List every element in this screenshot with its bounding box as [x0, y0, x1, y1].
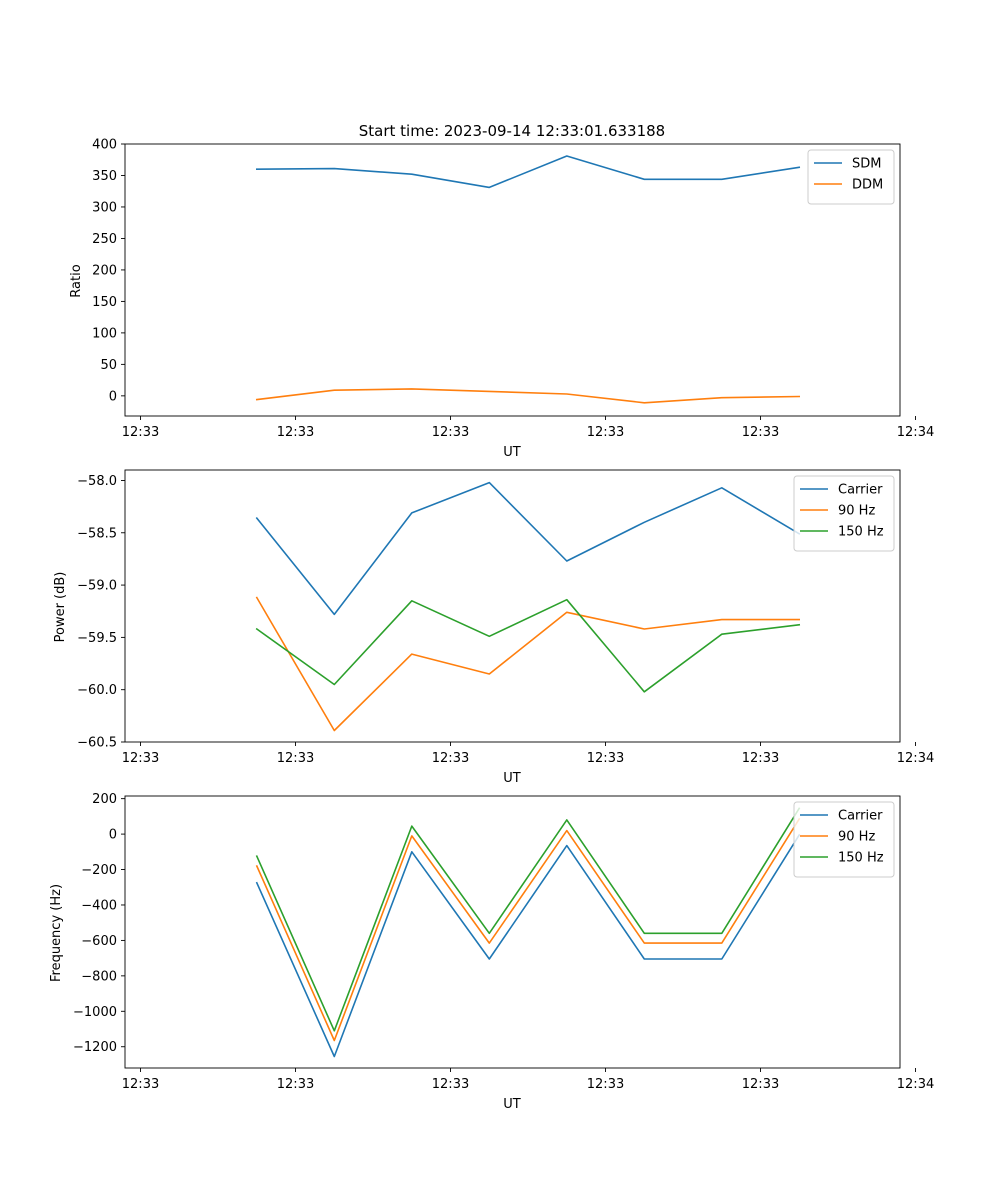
legend-label: 90 Hz: [838, 830, 875, 845]
series-line-ddm: [255, 388, 801, 404]
x-tick-label: 12:33: [742, 751, 779, 766]
x-tick-label: 12:33: [587, 751, 624, 766]
legend: Carrier 90 Hz 150 Hz: [793, 801, 895, 878]
series-line-90-hz: [255, 596, 801, 732]
series-line-carrier: [255, 481, 801, 616]
x-axis-label: UT: [503, 445, 521, 460]
x-tick-label: 12:33: [122, 751, 159, 766]
x-tick-label: 12:33: [587, 1077, 624, 1092]
y-tick-label: 400: [92, 138, 117, 153]
y-tick-label: −58.0: [77, 474, 117, 489]
x-tick-label: 12:33: [587, 425, 624, 440]
x-tick-label: 12:33: [742, 425, 779, 440]
x-tick-label: 12:34: [897, 425, 934, 440]
legend-box: [793, 475, 895, 552]
y-tick-label: −58.5: [77, 526, 117, 541]
y-tick-label: −600: [81, 934, 117, 949]
y-tick-label: 300: [92, 200, 117, 215]
x-tick-label: 12:33: [122, 1077, 159, 1092]
y-tick-label: 150: [92, 295, 117, 310]
axes-frame: [124, 143, 901, 417]
x-tick-label: 12:33: [277, 751, 314, 766]
chart-ratio: 0 50 100 150 200 250 300 350 400 12:33 12:33 12:33 1…: [69, 138, 934, 461]
y-tick-label: −1200: [73, 1040, 117, 1055]
chart-frequency: −1200 −1000 −800 −600 −400 −200 0 200 12:33 12:33…: [49, 792, 934, 1112]
x-axis-label: UT: [503, 771, 521, 786]
series-line-carrier: [255, 833, 801, 1058]
legend: SDM DDM: [807, 149, 895, 205]
series-line-sdm: [255, 155, 801, 189]
y-tick-label: −60.0: [77, 683, 117, 698]
x-axis-label: UT: [503, 1097, 521, 1112]
series-line-150-hz: [255, 598, 801, 693]
y-tick-label: −200: [81, 863, 117, 878]
series-line-150-hz: [255, 807, 801, 1032]
y-axis-label: Ratio: [69, 264, 84, 297]
legend-label: SDM: [852, 157, 881, 172]
x-tick-label: 12:33: [742, 1077, 779, 1092]
y-axis-label: Power (dB): [53, 572, 68, 643]
y-tick-label: −59.0: [77, 579, 117, 594]
y-tick-label: −1000: [73, 1005, 117, 1020]
y-tick-label: 200: [92, 792, 117, 807]
series-line-90-hz: [255, 817, 801, 1042]
y-tick-label: −800: [81, 969, 117, 984]
axes-frame: [124, 469, 901, 743]
y-tick-label: 0: [109, 389, 117, 404]
legend-box: [793, 801, 895, 878]
y-tick-label: 100: [92, 326, 117, 341]
figure-title: Start time: 2023-09-14 12:33:01.633188: [359, 122, 665, 140]
x-tick-label: 12:33: [277, 425, 314, 440]
legend-label: DDM: [852, 178, 883, 193]
y-tick-label: 50: [100, 358, 117, 373]
x-tick-label: 12:33: [432, 751, 469, 766]
axes-frame: [124, 795, 901, 1069]
x-tick-label: 12:33: [122, 425, 159, 440]
x-tick-label: 12:34: [897, 751, 934, 766]
series-group: [255, 481, 801, 732]
x-tick-label: 12:33: [432, 425, 469, 440]
x-tick-label: 12:34: [897, 1077, 934, 1092]
x-tick-label: 12:33: [432, 1077, 469, 1092]
y-axis-label: Frequency (Hz): [49, 884, 64, 982]
legend-label: 150 Hz: [838, 851, 884, 866]
y-tick-label: −59.5: [77, 631, 117, 646]
legend-label: 150 Hz: [838, 525, 884, 540]
series-group: [255, 807, 801, 1058]
legend-label: Carrier: [838, 809, 883, 824]
series-group: [255, 155, 801, 404]
legend: Carrier 90 Hz 150 Hz: [793, 475, 895, 552]
chart-power: −60.5 −60.0 −59.5 −59.0 −58.5 −58.0 12:33 12:33…: [53, 469, 934, 786]
legend-label: 90 Hz: [838, 504, 875, 519]
x-tick-label: 12:33: [277, 1077, 314, 1092]
y-tick-label: −60.5: [77, 736, 117, 751]
y-tick-label: 0: [109, 828, 117, 843]
legend-label: Carrier: [838, 483, 883, 498]
y-tick-label: 250: [92, 232, 117, 247]
y-tick-label: 350: [92, 169, 117, 184]
y-tick-label: −400: [81, 898, 117, 913]
y-tick-label: 200: [92, 263, 117, 278]
